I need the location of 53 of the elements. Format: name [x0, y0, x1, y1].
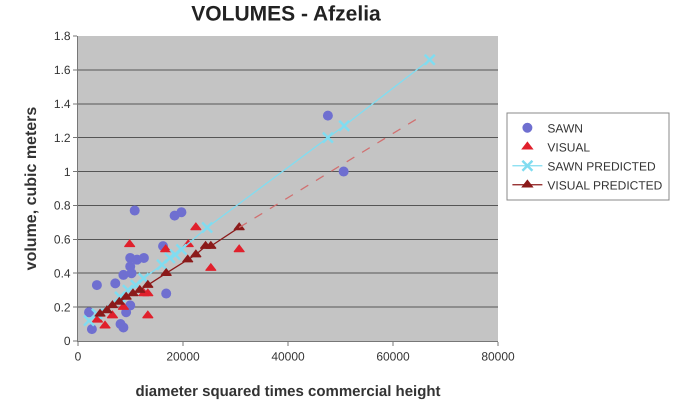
- point: [176, 207, 186, 218]
- y-tick-label: 0.8: [54, 198, 71, 213]
- y-tick-label: 0: [64, 334, 71, 348]
- point: [86, 324, 97, 334]
- y-tick-label: 1.6: [54, 63, 71, 78]
- chart-title: VOLUMES - Afzelia: [191, 2, 382, 26]
- x-tick-label: 40000: [271, 349, 306, 364]
- point: [130, 278, 142, 292]
- point: [175, 243, 188, 256]
- x-tick-label: 0: [74, 349, 82, 364]
- y-tick-label: 1.4: [54, 96, 71, 111]
- legend-label: SAWN: [547, 121, 583, 136]
- y-tick-label: 0.6: [54, 232, 71, 247]
- point: [114, 290, 126, 304]
- x-tick-label: 80000: [481, 349, 516, 364]
- y-tick-label: 1: [64, 164, 71, 179]
- x-tick-label: 60000: [376, 349, 410, 364]
- point: [90, 308, 104, 320]
- y-tick-label: 0.2: [54, 300, 71, 314]
- point: [164, 252, 176, 264]
- y-tick-label: 0.4: [54, 266, 71, 280]
- legend-label: SAWN PREDICTED: [547, 159, 656, 174]
- legend-label: VISUAL PREDICTED: [547, 178, 663, 192]
- point: [190, 222, 202, 230]
- point: [130, 206, 140, 216]
- y-axis-title: volume, cubic meters: [23, 106, 40, 270]
- point: [137, 272, 150, 285]
- point: [322, 110, 333, 121]
- point: [84, 307, 94, 318]
- point: [118, 270, 128, 280]
- y-tick-label: 1.2: [54, 130, 71, 145]
- point: [82, 314, 96, 327]
- point: [106, 300, 118, 308]
- point: [94, 308, 106, 317]
- legend-label: VISUAL: [547, 140, 590, 154]
- point: [125, 261, 136, 272]
- point: [200, 221, 214, 234]
- point: [161, 288, 172, 299]
- point: [338, 166, 349, 177]
- point: [424, 53, 436, 66]
- point: [124, 239, 136, 248]
- point: [120, 292, 132, 300]
- point: [156, 258, 168, 271]
- point: [168, 248, 182, 261]
- point: [110, 278, 120, 288]
- y-tick-label: 1.8: [54, 29, 71, 44]
- point: [92, 280, 102, 290]
- point: [118, 322, 128, 332]
- x-axis-title: diameter squared times commercial height: [135, 383, 441, 400]
- x-tick-label: 20000: [166, 349, 200, 364]
- point: [338, 120, 350, 132]
- point: [322, 131, 334, 144]
- point: [138, 252, 149, 263]
